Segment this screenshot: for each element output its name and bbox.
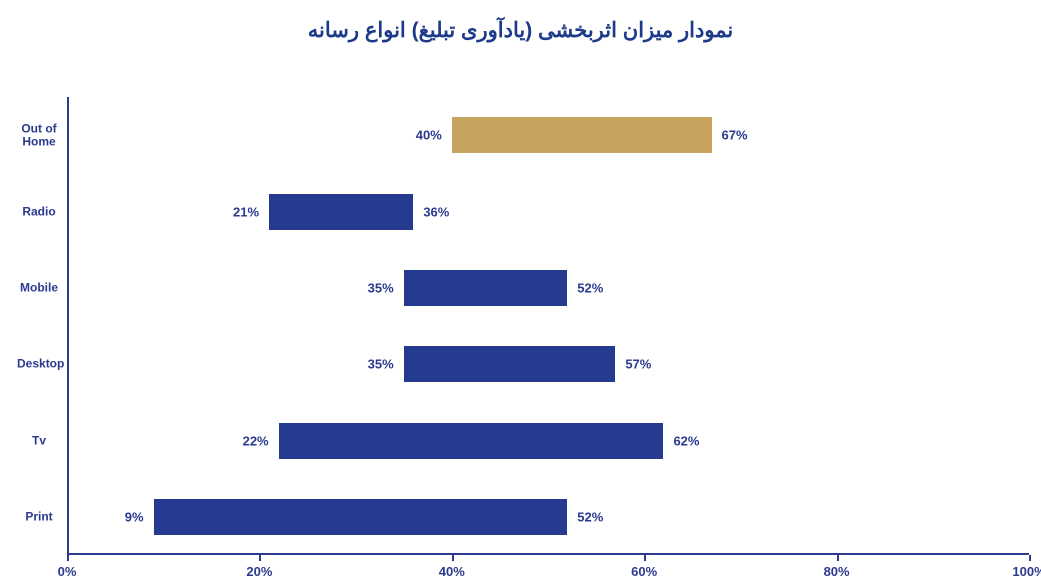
plot-area: 0%20%40%60%80%100%Out ofHome40%67%Radio2…	[67, 97, 1029, 555]
x-tick-label: 0%	[58, 564, 77, 579]
bar-low-label: 21%	[233, 204, 259, 219]
x-tick-mark	[67, 555, 69, 561]
y-category-label: Radio	[17, 205, 61, 218]
range-bar	[279, 423, 664, 459]
bar-high-label: 36%	[423, 204, 449, 219]
x-tick-mark	[1029, 555, 1031, 561]
x-tick-mark	[452, 555, 454, 561]
x-tick-mark	[837, 555, 839, 561]
bar-low-label: 9%	[125, 509, 144, 524]
x-tick-label: 100%	[1012, 564, 1041, 579]
bar-high-label: 67%	[722, 128, 748, 143]
range-bar	[404, 270, 568, 306]
x-tick-mark	[644, 555, 646, 561]
range-bar	[154, 499, 568, 535]
bar-low-label: 35%	[368, 357, 394, 372]
y-category-label: Desktop	[17, 358, 61, 371]
bar-low-label: 40%	[416, 128, 442, 143]
x-axis-line	[67, 553, 1029, 555]
x-tick-label: 20%	[246, 564, 272, 579]
bar-high-label: 52%	[577, 509, 603, 524]
bar-high-label: 52%	[577, 280, 603, 295]
range-bar	[452, 117, 712, 153]
media-effectiveness-chart: نمودار میزان اثربخشی (یادآوری تبلیغ) انو…	[0, 0, 1041, 584]
bar-high-label: 62%	[673, 433, 699, 448]
y-category-label: Tv	[17, 434, 61, 447]
bar-high-label: 57%	[625, 357, 651, 372]
range-bar	[269, 194, 413, 230]
bar-low-label: 35%	[368, 280, 394, 295]
y-category-label: Print	[17, 511, 61, 524]
y-category-label: Mobile	[17, 282, 61, 295]
x-tick-label: 80%	[824, 564, 850, 579]
x-tick-label: 60%	[631, 564, 657, 579]
y-axis-line	[67, 97, 69, 555]
bar-low-label: 22%	[243, 433, 269, 448]
chart-title: نمودار میزان اثربخشی (یادآوری تبلیغ) انو…	[0, 18, 1041, 43]
x-tick-label: 40%	[439, 564, 465, 579]
range-bar	[404, 346, 616, 382]
x-tick-mark	[259, 555, 261, 561]
y-category-label: Out ofHome	[17, 123, 61, 148]
